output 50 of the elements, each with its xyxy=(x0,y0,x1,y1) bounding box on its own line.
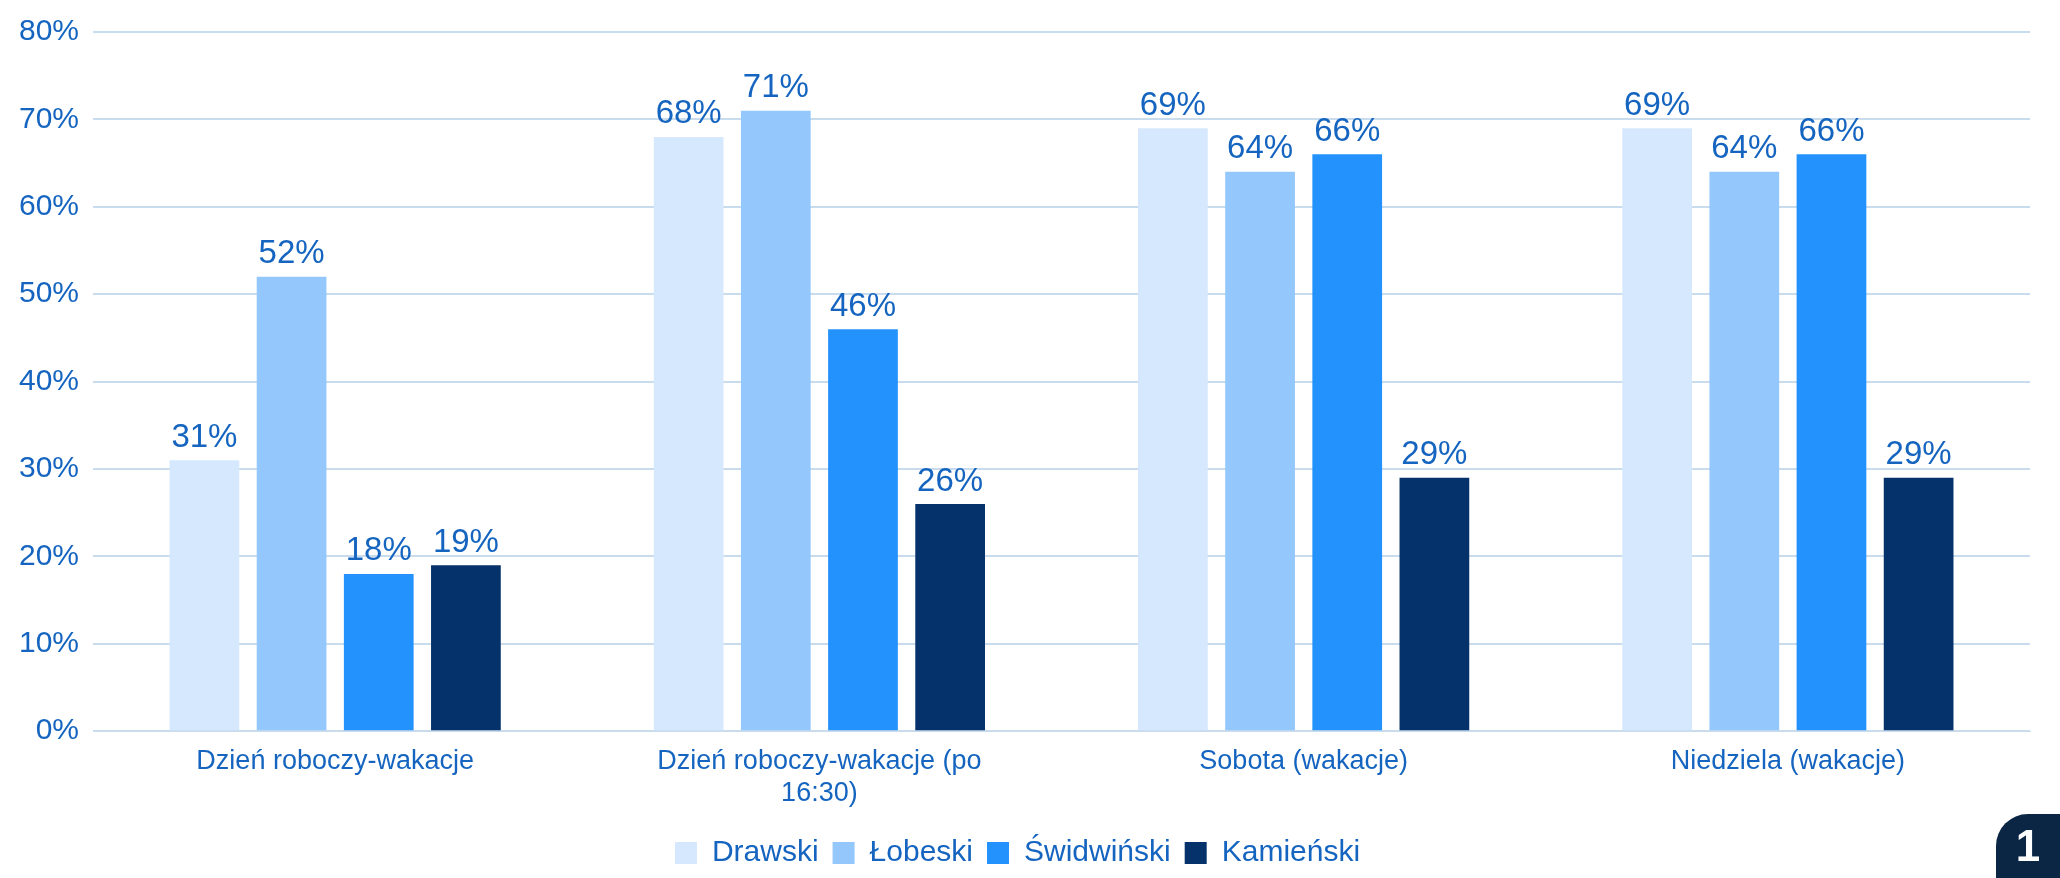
x-tick-label: Dzień roboczy-wakacje (po 16:30) xyxy=(657,744,982,808)
data-label: 46% xyxy=(829,285,897,323)
bar xyxy=(740,110,811,731)
y-tick-label: 30% xyxy=(19,450,80,484)
y-tick-label: 60% xyxy=(19,188,80,222)
bar xyxy=(1225,171,1295,731)
bar xyxy=(1138,128,1208,731)
data-label: 64% xyxy=(1711,128,1778,166)
data-label: 18% xyxy=(345,530,412,568)
y-tick-label: 70% xyxy=(19,100,80,134)
bar xyxy=(343,573,414,731)
data-label: 64% xyxy=(1227,128,1294,166)
bar xyxy=(1312,154,1383,731)
bar xyxy=(431,565,501,731)
data-label: 29% xyxy=(1885,434,1952,472)
bar xyxy=(1399,477,1470,731)
data-label: 29% xyxy=(1401,434,1468,472)
y-tick-label: 10% xyxy=(19,625,80,659)
data-label: 52% xyxy=(258,233,325,271)
bar xyxy=(169,460,240,731)
bar xyxy=(256,276,327,731)
bar xyxy=(915,503,986,731)
x-tick-label: Niedziela (wakacje) xyxy=(1670,744,1905,775)
y-tick-label: 80% xyxy=(19,13,80,47)
y-tick-label: 50% xyxy=(19,275,80,309)
data-label: 66% xyxy=(1798,110,1865,148)
legend-label: Drawski xyxy=(711,834,819,868)
data-label: 69% xyxy=(1139,84,1206,122)
legend-label: Świdwiński xyxy=(1023,834,1171,868)
x-tick-label: Sobota (wakacje) xyxy=(1199,744,1408,775)
bar xyxy=(1796,154,1867,731)
data-label: 66% xyxy=(1314,110,1381,148)
legend-label: Łobeski xyxy=(869,834,973,868)
bar xyxy=(1883,477,1954,731)
data-label: 69% xyxy=(1624,84,1691,122)
bar xyxy=(828,329,898,731)
legend-label: Kamieński xyxy=(1221,834,1361,868)
data-label: 71% xyxy=(742,67,809,105)
data-label: 26% xyxy=(917,460,984,498)
x-tick-label: Dzień roboczy-wakacje xyxy=(196,744,474,775)
bar xyxy=(1622,128,1692,731)
y-tick-label: 0% xyxy=(35,712,80,746)
y-tick-label: 20% xyxy=(19,537,80,571)
bar xyxy=(653,136,724,731)
data-label: 68% xyxy=(655,93,722,131)
bar xyxy=(1709,171,1780,731)
text: 1 xyxy=(1996,814,2060,878)
y-tick-label: 40% xyxy=(19,362,80,396)
data-label: 19% xyxy=(432,521,499,559)
data-label: 31% xyxy=(171,416,238,454)
